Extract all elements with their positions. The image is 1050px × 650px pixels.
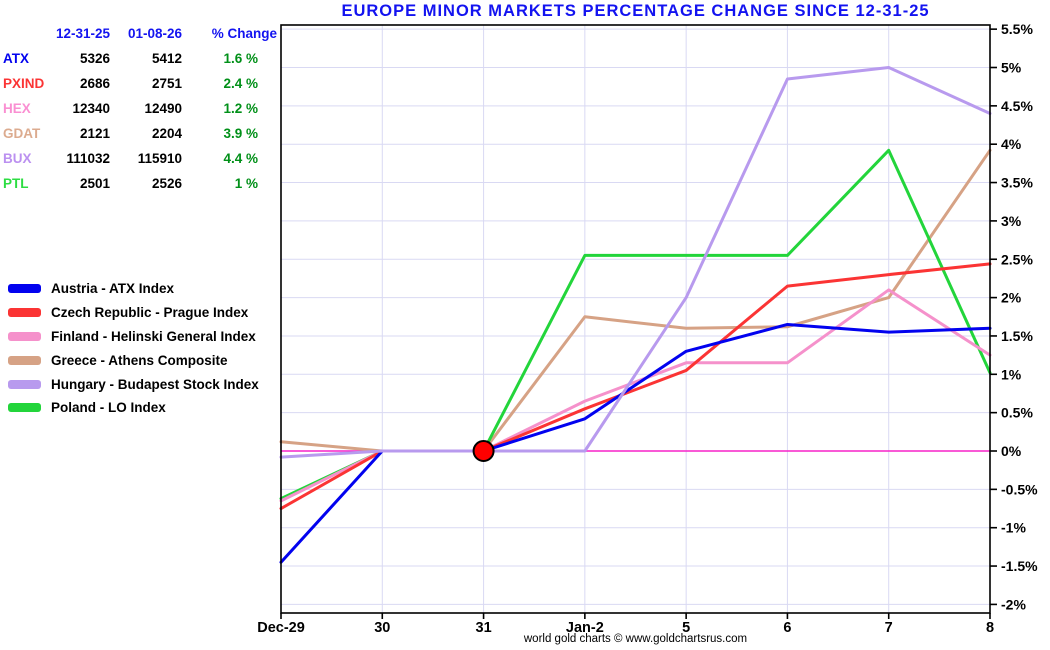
legend-swatch-atx <box>8 284 41 294</box>
legend-item-atx: Austria - ATX Index <box>8 277 259 301</box>
table-row-label-atx: ATX <box>3 51 29 66</box>
y-axis-label: 5.5% <box>1001 21 1033 37</box>
legend-swatch-ptl <box>8 403 41 413</box>
table-cell-start-hex: 12340 <box>72 101 110 116</box>
legend-label-bux: Hungary - Budapest Stock Index <box>51 376 259 392</box>
y-axis-label: -2% <box>1001 596 1026 612</box>
legend-swatch-hex <box>8 331 41 341</box>
table-cell-end-ptl: 2526 <box>151 176 182 191</box>
page-title: EUROPE MINOR MARKETS PERCENTAGE CHANGE S… <box>341 2 930 20</box>
table-cell-change-pxind: 2.4 % <box>223 76 258 91</box>
legend-label-hex: Finland - Helinski General Index <box>51 328 256 344</box>
legend-swatch-pxind <box>8 308 41 318</box>
legend-item-gdat: Greece - Athens Composite <box>8 348 259 372</box>
x-axis-label: Jan-2 <box>566 620 604 636</box>
legend-item-bux: Hungary - Budapest Stock Index <box>8 372 259 396</box>
table-row-label-bux: BUX <box>3 151 32 166</box>
table-cell-change-bux: 4.4 % <box>223 151 258 166</box>
table-cell-start-gdat: 2121 <box>79 126 110 141</box>
series-line-ptl <box>279 148 992 501</box>
y-axis-label: 1.5% <box>1001 328 1033 344</box>
x-axis-label: 8 <box>986 620 994 636</box>
legend-swatch-bux <box>8 379 41 389</box>
y-axis-label: 1% <box>1001 366 1022 382</box>
series-line-atx <box>279 322 992 564</box>
y-axis-label: 3% <box>1001 213 1022 229</box>
table-cell-end-gdat: 2204 <box>151 126 182 141</box>
y-axis-label: -1% <box>1001 520 1026 536</box>
legend-label-pxind: Czech Republic - Prague Index <box>51 305 249 321</box>
table-cell-change-hex: 1.2 % <box>223 101 258 116</box>
legend-label-atx: Austria - ATX Index <box>51 281 175 297</box>
y-axis-label: -1.5% <box>1001 558 1038 574</box>
y-axis-label: 3.5% <box>1001 175 1033 191</box>
table-cell-change-ptl: 1 % <box>234 176 258 191</box>
y-axis-label: 0% <box>1001 443 1022 459</box>
table-cell-start-pxind: 2686 <box>79 76 110 91</box>
legend-swatch-gdat <box>8 355 41 365</box>
footer-credit: world gold charts © www.goldchartsrus.co… <box>523 633 748 645</box>
y-axis-label: 4.5% <box>1001 98 1033 114</box>
table-header-start-date: 12-31-25 <box>55 26 110 41</box>
y-axis-label: 4% <box>1001 136 1022 152</box>
legend-item-ptl: Poland - LO Index <box>8 396 259 420</box>
legend-label-gdat: Greece - Athens Composite <box>51 352 228 368</box>
table-cell-end-atx: 5412 <box>151 51 182 66</box>
table-cell-end-hex: 12490 <box>144 101 182 116</box>
x-axis-label: 5 <box>682 620 690 636</box>
series-line-bux <box>279 66 992 459</box>
table-row-label-pxind: PXIND <box>3 76 45 91</box>
legend: Austria - ATX Index Czech Republic - Prag… <box>8 277 259 420</box>
legend-label-ptl: Poland - LO Index <box>51 400 166 416</box>
table-row-label-gdat: GDAT <box>3 126 41 141</box>
table-header-pct-change: % Change <box>211 26 277 41</box>
legend-item-hex: Finland - Helinski General Index <box>8 325 259 349</box>
table-cell-start-ptl: 2501 <box>79 176 110 191</box>
legend-item-pxind: Czech Republic - Prague Index <box>8 301 259 325</box>
x-axis-label: Dec-29 <box>257 620 305 636</box>
x-axis-label: 6 <box>783 620 791 636</box>
x-axis-label: 7 <box>885 620 893 636</box>
plot-border <box>280 24 991 614</box>
x-axis-label: 31 <box>476 620 492 636</box>
table-cell-start-atx: 5326 <box>79 51 110 66</box>
x-axis-label: 30 <box>374 620 390 636</box>
y-axis-label: 2% <box>1001 290 1022 306</box>
table-cell-end-bux: 115910 <box>137 151 182 166</box>
table-row-label-ptl: PTL <box>3 176 29 191</box>
table-cell-change-gdat: 3.9 % <box>223 126 258 141</box>
y-axis-label: 2.5% <box>1001 251 1033 267</box>
y-axis-label: -0.5% <box>1001 481 1038 497</box>
table-cell-change-atx: 1.6 % <box>223 51 258 66</box>
highlight-dot <box>472 440 495 462</box>
series-line-gdat <box>279 148 992 453</box>
y-axis-label: 5% <box>1001 60 1022 76</box>
table-cell-start-bux: 111032 <box>66 151 110 166</box>
table-row-label-hex: HEX <box>3 101 31 116</box>
table-cell-end-pxind: 2751 <box>151 76 182 91</box>
change-table: 12-31-25 01-08-26 % Change ATX 5326 5412 1.… <box>3 21 277 196</box>
y-axis-label: 0.5% <box>1001 405 1033 421</box>
table-header-end-date: 01-08-26 <box>127 26 182 41</box>
